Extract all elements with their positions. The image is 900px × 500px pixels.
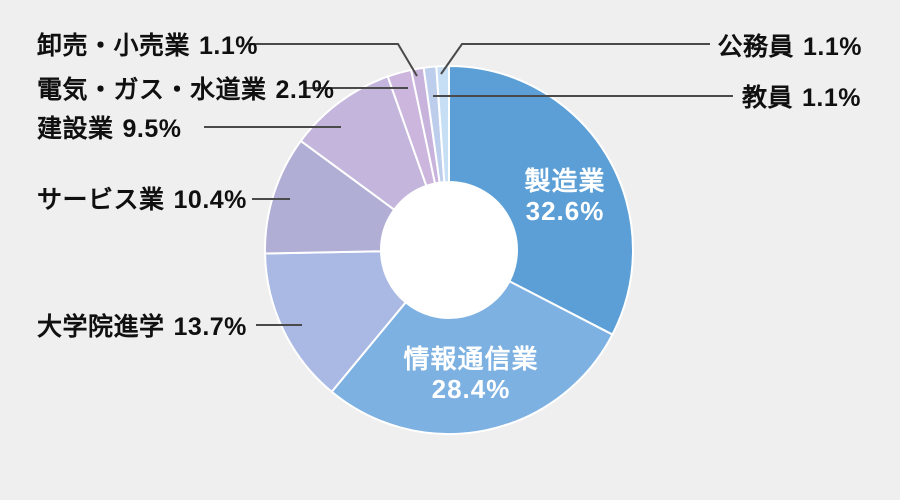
segment-name: 製造業 bbox=[524, 166, 606, 196]
segment-percent: 13.7% bbox=[173, 313, 247, 341]
donut-hole bbox=[381, 182, 517, 318]
callout-label-electricity-gas-water: 電気・ガス・水道業 2.1% bbox=[37, 70, 335, 106]
segment-percent: 1.1% bbox=[199, 32, 258, 60]
leader-line-civil-servants bbox=[440, 43, 710, 75]
segment-percent: 1.1% bbox=[803, 33, 862, 61]
segment-name: 電気・ガス・水道業 bbox=[37, 76, 267, 104]
segment-percent: 32.6% bbox=[525, 196, 605, 226]
callout-label-services: サービス業 10.4% bbox=[37, 180, 247, 216]
segment-percent: 28.4% bbox=[431, 374, 511, 404]
pie-slice-graduate-school bbox=[264, 250, 407, 393]
leader-line-wholesale-retail bbox=[248, 43, 418, 77]
callout-label-graduate-school: 大学院進学 13.7% bbox=[37, 307, 247, 343]
segment-name: 教員 bbox=[742, 84, 794, 112]
inside-label-manufacturing: 製造業 32.6% bbox=[524, 166, 605, 226]
callout-label-teachers: 教員 1.1% bbox=[742, 78, 861, 114]
callout-label-construction: 建設業 9.5% bbox=[37, 109, 182, 145]
segment-name: 情報通信業 bbox=[403, 344, 539, 374]
segment-percent: 9.5% bbox=[122, 115, 182, 143]
callout-label-civil-servants: 公務員 1.1% bbox=[718, 27, 863, 63]
segment-percent: 1.1% bbox=[802, 84, 861, 112]
segment-percent: 10.4% bbox=[173, 186, 247, 214]
inside-label-information-communication: 情報通信業 28.4% bbox=[403, 344, 538, 404]
segment-percent: 2.1% bbox=[275, 76, 335, 104]
callout-label-wholesale-retail: 卸売・小売業 1.1% bbox=[37, 26, 258, 62]
segment-name: 公務員 bbox=[717, 33, 795, 61]
segment-name: サービス業 bbox=[37, 186, 165, 214]
segment-name: 建設業 bbox=[37, 115, 114, 143]
segment-name: 大学院進学 bbox=[37, 313, 165, 341]
segment-name: 卸売・小売業 bbox=[37, 32, 191, 60]
